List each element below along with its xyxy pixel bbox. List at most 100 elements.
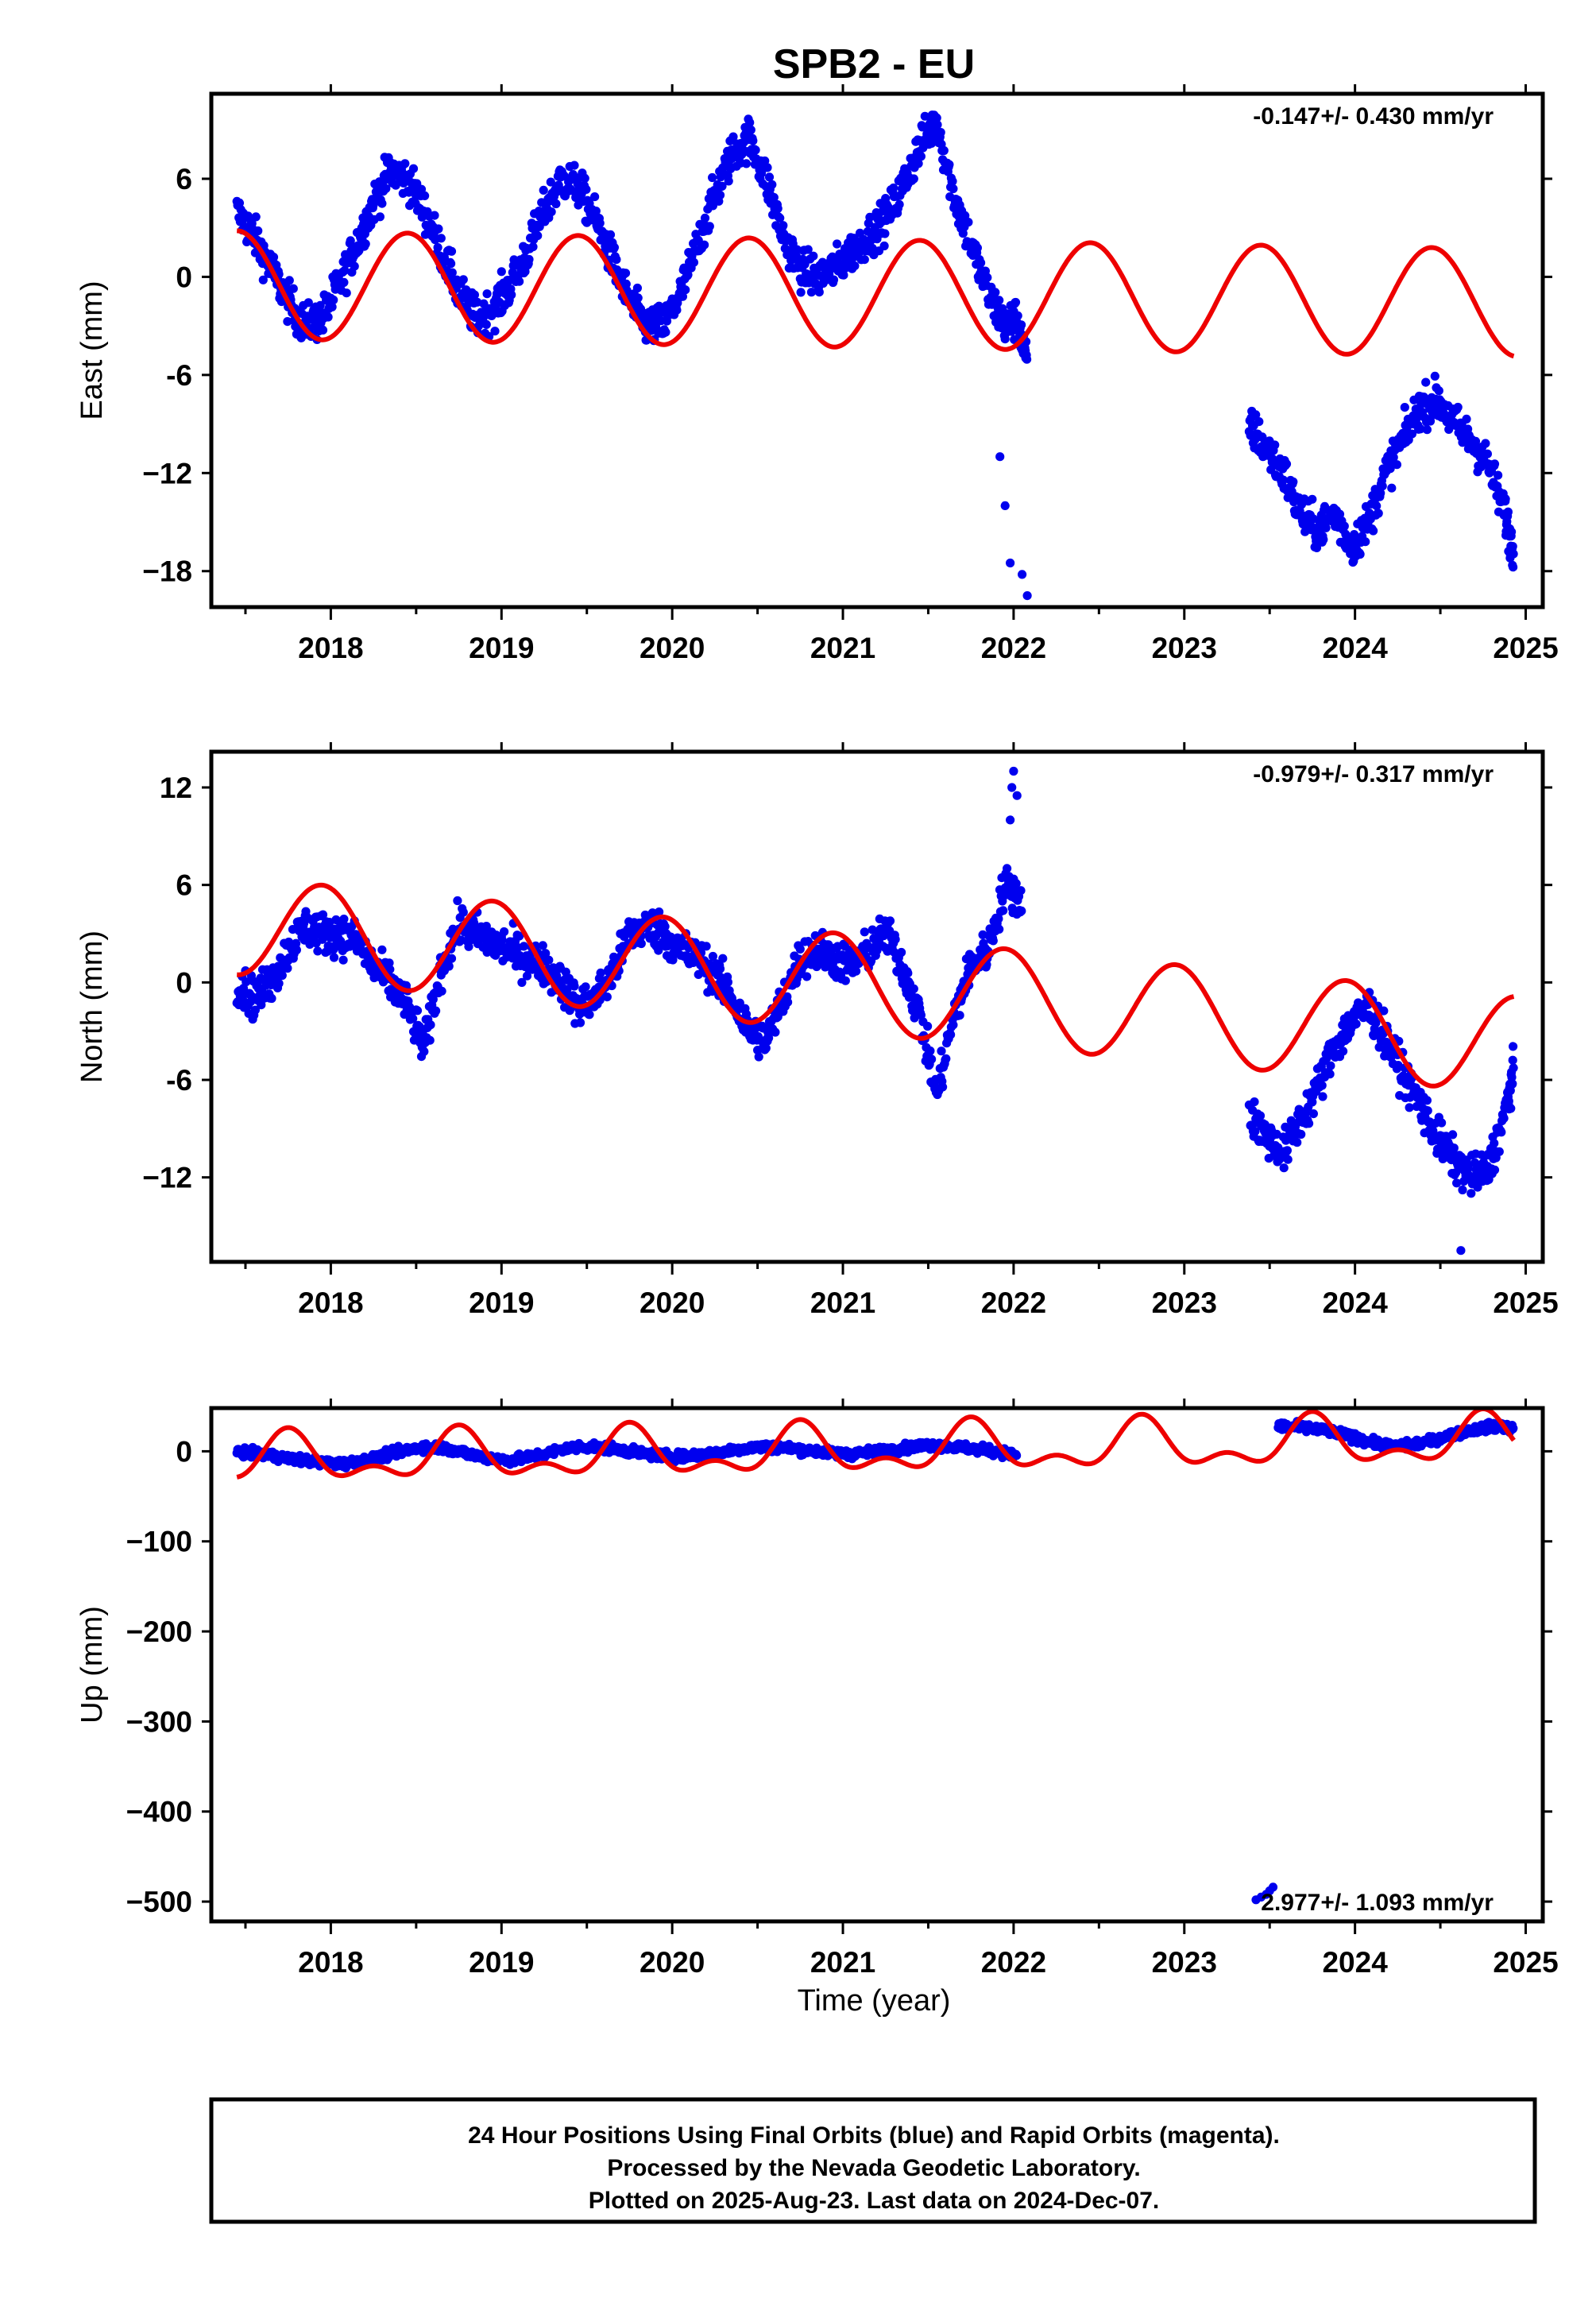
data-point	[481, 922, 491, 931]
data-point	[1022, 354, 1032, 364]
data-point	[447, 268, 457, 277]
data-point	[814, 288, 824, 297]
data-point	[728, 132, 738, 141]
data-point	[701, 942, 711, 951]
data-point	[517, 977, 527, 987]
data-point	[764, 172, 775, 182]
data-point	[1509, 563, 1518, 572]
data-point	[292, 938, 301, 948]
x-tick-label: 2018	[298, 1286, 363, 1319]
data-point	[909, 174, 918, 184]
data-point	[243, 211, 253, 221]
data-point	[433, 242, 442, 253]
data-point	[941, 1054, 951, 1063]
data-point	[1490, 1139, 1499, 1148]
data-point	[937, 1047, 946, 1056]
data-point-outlier	[1006, 558, 1015, 568]
data-point	[288, 284, 298, 293]
data-point	[705, 222, 714, 231]
data-point	[938, 1082, 948, 1092]
data-points	[232, 110, 1518, 601]
data-point	[350, 261, 359, 271]
data-point-outlier	[1022, 591, 1032, 601]
data-point	[949, 184, 958, 194]
data-point	[342, 288, 351, 298]
y-axis-title: North (mm)	[75, 931, 109, 1083]
data-points	[232, 766, 1518, 1256]
data-point	[1289, 477, 1298, 486]
data-point	[595, 219, 605, 228]
data-point	[746, 125, 755, 135]
data-point	[313, 946, 323, 956]
data-point	[1011, 879, 1021, 888]
data-point	[551, 199, 561, 209]
y-tick-label: −12	[142, 457, 192, 489]
data-point	[539, 185, 548, 195]
data-point	[1250, 1127, 1260, 1136]
data-point	[933, 120, 942, 130]
data-point-outlier	[995, 452, 1005, 462]
data-point	[381, 184, 391, 193]
x-tick-label: 2018	[298, 1946, 363, 1979]
data-point	[885, 916, 895, 926]
data-point	[430, 211, 439, 220]
data-point	[318, 325, 328, 335]
data-point	[1421, 377, 1431, 387]
data-point	[284, 276, 294, 285]
data-point	[528, 242, 538, 252]
data-point	[949, 1020, 958, 1030]
data-point	[1326, 1061, 1335, 1070]
y-tick-label: 6	[176, 163, 192, 195]
data-point	[1490, 459, 1500, 469]
data-point	[507, 290, 516, 300]
data-point	[519, 942, 529, 951]
data-point	[269, 253, 279, 262]
data-point	[431, 1006, 441, 1016]
data-point	[1308, 1109, 1318, 1119]
y-tick-label: −200	[126, 1615, 192, 1648]
data-point	[1504, 1097, 1513, 1106]
data-point	[546, 177, 555, 187]
x-tick-label: 2024	[1322, 1946, 1388, 1979]
data-point	[582, 184, 591, 194]
data-point	[1251, 410, 1261, 420]
data-point	[621, 279, 631, 288]
data-point	[771, 1027, 780, 1037]
data-point	[323, 312, 333, 322]
data-point	[964, 218, 973, 227]
data-point	[1319, 535, 1328, 544]
data-point	[795, 944, 805, 954]
data-point	[439, 253, 450, 262]
x-tick-label: 2024	[1322, 632, 1388, 664]
data-point	[1490, 1165, 1500, 1174]
data-point	[490, 327, 500, 336]
data-point	[946, 1030, 956, 1039]
data-point	[602, 992, 612, 1002]
data-point	[955, 1011, 964, 1020]
data-point	[991, 288, 1000, 297]
data-point	[914, 159, 923, 168]
data-point	[632, 283, 643, 293]
data-point	[570, 161, 579, 170]
data-point	[533, 231, 543, 241]
data-point	[1318, 1092, 1327, 1101]
data-point	[1458, 1185, 1467, 1195]
data-point	[763, 163, 772, 172]
data-point	[633, 293, 643, 303]
data-point	[879, 241, 889, 251]
data-point	[1012, 1451, 1022, 1461]
data-point	[408, 1014, 418, 1023]
data-point	[769, 192, 779, 203]
data-point	[338, 955, 348, 965]
data-point	[336, 936, 346, 946]
data-point	[1508, 1079, 1517, 1089]
data-point	[926, 1046, 935, 1056]
data-point	[605, 230, 616, 239]
x-tick-label: 2019	[469, 1946, 534, 1979]
data-point	[292, 945, 301, 955]
data-point	[585, 1010, 594, 1020]
data-point	[327, 302, 337, 311]
data-point	[972, 243, 982, 253]
